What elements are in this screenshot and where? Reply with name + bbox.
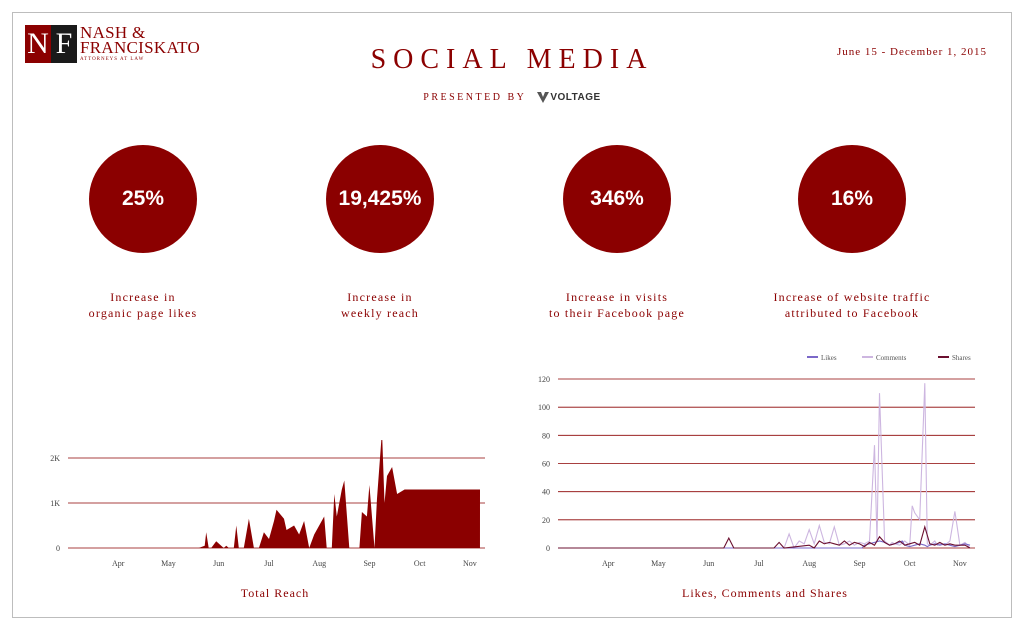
stat-label: Increase in organic page likes [88,290,198,320]
date-range: June 15 - December 1, 2015 [836,46,987,58]
stat-label: Increase in weekly reach [340,290,420,320]
page-frame [12,12,1012,618]
company-logo: N F NASH & FRANCISKATO ATTORNEYS AT LAW [25,23,201,63]
logo-name-line2: FRANCISKATO [80,38,201,57]
legend-label-shares: Shares [952,354,971,362]
presented-by: PRESENTED BY VOLTAGE [0,90,1024,104]
series-line-shares [558,524,971,549]
y-tick-label: 40 [542,488,550,497]
x-tick-label: May [161,559,176,568]
series-line-comments [558,383,971,550]
x-tick-label: Jul [754,559,764,568]
y-tick-label: 120 [538,375,550,384]
stat-circle: 346% [563,145,671,253]
y-tick-label: 80 [542,431,550,440]
x-tick-label: Oct [414,559,426,568]
y-tick-label: 100 [538,403,550,412]
x-tick-label: Aug [312,559,326,568]
x-tick-label: Sep [853,559,865,568]
stat-facebook-visits: 346% Increase in visits to their Faceboo… [507,145,727,321]
logo-initial-n: N [25,25,51,63]
y-tick-label: 2K [50,454,60,463]
stat-weekly-reach: 19,425% Increase in weekly reach [270,145,490,321]
logo-subtitle: ATTORNEYS AT LAW [80,57,145,62]
y-tick-label: 60 [542,460,550,469]
stat-circle: 16% [798,145,906,253]
voltage-logo: VOLTAGE [536,90,600,104]
x-tick-label: Sep [363,559,375,568]
y-tick-label: 20 [542,516,550,525]
x-tick-label: Oct [904,559,916,568]
x-tick-label: Jun [213,559,224,568]
logo-initial-f: F [51,25,77,63]
stat-circle: 25% [89,145,197,253]
x-tick-label: Apr [112,559,125,568]
sponsor-name: VOLTAGE [550,91,601,103]
stat-organic-likes: 25% Increase in organic page likes [33,145,253,321]
y-tick-label: 0 [546,544,550,553]
y-tick-label: 1K [50,499,60,508]
presented-by-label: PRESENTED BY [423,91,527,103]
logo-name-line1: NASH & [80,23,146,42]
reach-area [68,440,480,548]
stat-circle: 19,425% [326,145,434,253]
x-tick-label: Apr [602,559,615,568]
legend-label-comments: Comments [876,354,907,362]
x-tick-label: Jun [703,559,714,568]
x-tick-label: May [651,559,666,568]
likes-comments-shares-title: Likes, Comments and Shares [682,586,848,600]
stat-label: Increase in visits to their Facebook pag… [548,290,686,320]
legend-label-likes: Likes [821,354,837,362]
likes-comments-shares-chart: 0 20 40 60 80 100 120 Apr May Jun Jul Aug Sep Oct Nov L… [538,354,975,568]
total-reach-chart: 0 1K 2K Apr May Jun Jul Aug Sep Oct Nov [50,440,485,568]
page-title: SOCIAL MEDIA [370,44,654,75]
stat-label: Increase of website traffic attributed t… [773,290,931,320]
x-tick-label: Aug [802,559,816,568]
x-tick-label: Nov [953,559,967,568]
x-tick-label: Jul [264,559,274,568]
stat-website-traffic: 16% Increase of website traffic attribut… [742,145,962,321]
y-tick-label: 0 [56,544,60,553]
voltage-v-icon [537,92,550,103]
total-reach-title: Total Reach [240,586,310,600]
x-tick-label: Nov [463,559,477,568]
